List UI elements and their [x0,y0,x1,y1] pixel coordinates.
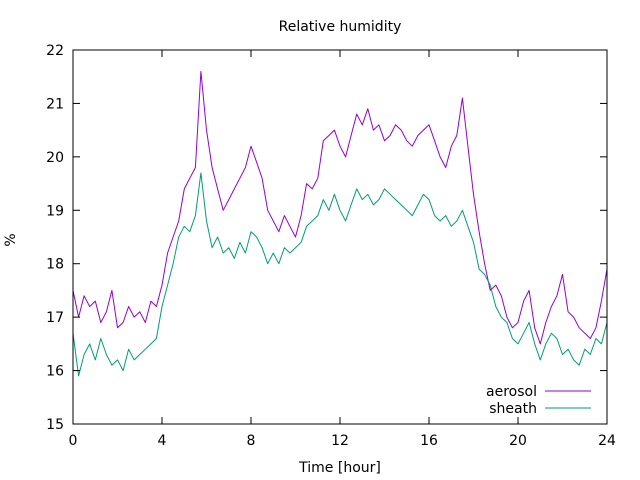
series-line-sheath [72,172,608,377]
y-tick-label: 22 [46,43,64,59]
y-tick-label: 19 [46,203,64,219]
x-tick-label: 12 [331,433,349,449]
x-tick-label: 20 [509,433,527,449]
chart-title: Relative humidity [279,19,402,35]
ticks-layer: 0 4 8 12 16 20 24 15 16 17 18 19 20 21 22 [46,43,616,449]
plot-frame [72,49,608,425]
legend-label-aerosol: aerosol [486,384,537,400]
x-tick-label: 0 [69,433,78,449]
y-tick-label: 17 [46,310,64,326]
series-line-aerosol [72,70,608,345]
x-tick-label: 24 [598,433,616,449]
x-tick-label: 16 [420,433,438,449]
y-tick-label: 15 [46,417,64,433]
x-tick-label: 4 [158,433,167,449]
y-tick-label: 16 [46,364,64,380]
y-tick-label: 18 [46,257,64,273]
y-axis-label: % [3,233,19,246]
x-axis-label: Time [hour] [298,460,381,476]
y-tick-label: 21 [46,96,64,112]
legend-label-sheath: sheath [489,401,537,417]
x-tick-label: 8 [247,433,256,449]
y-tick-label: 20 [46,150,64,166]
series-layer [72,70,608,377]
